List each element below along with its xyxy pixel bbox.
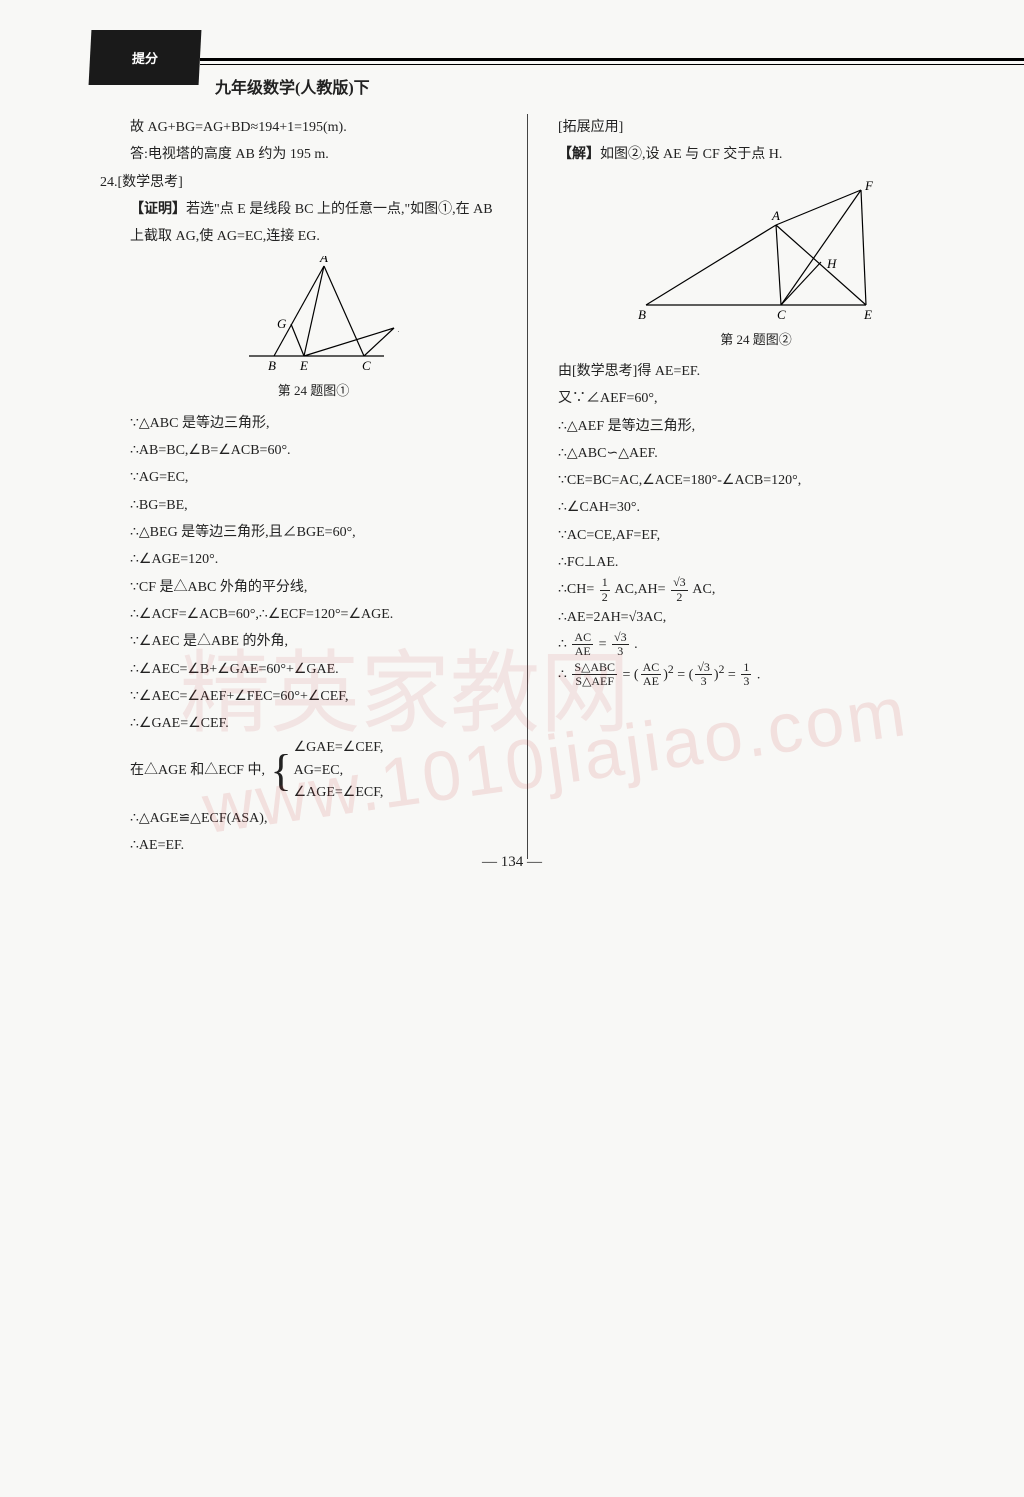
eq-part: = (728, 667, 739, 682)
figure-2-svg: A B C E F H (626, 175, 886, 325)
left-column: 故 AG+BG=AG+BD≈194+1=195(m). 答:电视塔的高度 AB … (100, 114, 527, 859)
text-line: 又∵∠AEF=60°, (558, 385, 954, 412)
fraction: ACAE (570, 631, 595, 658)
text-line: ∴AB=BC,∠B=∠ACB=60°. (130, 437, 497, 464)
header-title: 九年级数学(人教版)下 (215, 74, 370, 98)
eq-part: = (599, 637, 607, 652)
solution-label: 【解】 (558, 147, 600, 162)
text-line: 由[数学思考]得 AE=EF. (558, 358, 954, 385)
logo: 提分 (89, 30, 202, 85)
text-line: ∴∠CAH=30°. (558, 494, 954, 521)
eq-part: = (623, 667, 631, 682)
svg-text:C: C (362, 358, 371, 373)
text-line: ∵△ABC 是等边三角形, (130, 410, 497, 437)
text-line: ∵AG=EC, (130, 464, 497, 491)
svg-text:C: C (777, 307, 786, 322)
text-line: ∴∠ACF=∠ACB=60°,∴∠ECF=120°=∠AGE. (130, 601, 497, 628)
brace-line: ∠AGE=∠ECF, (294, 785, 384, 800)
fraction: 13 (739, 661, 753, 688)
header-rule-thick (200, 58, 1024, 61)
fraction: √33 (610, 631, 631, 658)
text-line: ∴△BEG 是等边三角形,且∠BGE=60°, (130, 519, 497, 546)
svg-text:F: F (864, 178, 874, 193)
eq-part: . (757, 667, 761, 682)
figure-2-caption: 第 24 题图② (558, 327, 954, 352)
text-line: ∴∠AGE=120°. (130, 546, 497, 573)
text-line: ∴△AEF 是等边三角形, (558, 413, 954, 440)
svg-text:E: E (863, 307, 872, 322)
header-rule-thin (200, 64, 1024, 65)
svg-text:H: H (826, 256, 837, 271)
text-line: ∴AE=2AH=√3AC, (558, 604, 954, 631)
solution-text: 如图②,设 AE 与 CF 交于点 H. (600, 147, 782, 162)
svg-text:E: E (299, 358, 308, 373)
brace-line: AG=EC, (294, 763, 344, 778)
solution-line: 【解】如图②,设 AE 与 CF 交于点 H. (558, 141, 954, 168)
eq-part: ∴CH= (558, 582, 594, 597)
proof-label: 【证明】 (130, 202, 186, 217)
text-line: ∴BG=BE, (130, 492, 497, 519)
svg-text:G: G (277, 316, 287, 331)
text-line: ∴∠GAE=∠CEF. (130, 710, 497, 737)
fraction: ACAE (639, 661, 664, 688)
fraction: S△ABCS△AEF (570, 661, 619, 688)
equation-line: ∴ ACAE = √33 . (558, 631, 954, 658)
eq-part: . (634, 637, 638, 652)
text-line: 答:电视塔的高度 AB 约为 195 m. (130, 141, 497, 168)
svg-text:F: F (397, 320, 399, 335)
figure-1-svg: A B E C F G (229, 256, 399, 376)
figure-2: A B C E F H (558, 175, 954, 325)
text-line: 故 AG+BG=AG+BD≈194+1=195(m). (130, 114, 497, 141)
page-number-value: 134 (501, 854, 524, 870)
text-line: ∴△ABC∽△AEF. (558, 440, 954, 467)
eq-part: ∴ (558, 637, 567, 652)
fraction: 12 (598, 576, 612, 603)
svg-text:A: A (319, 256, 328, 265)
text-line: ∵CF 是△ABC 外角的平分线, (130, 574, 497, 601)
eq-part: AC,AH= (615, 582, 666, 597)
section-tag: [拓展应用] (558, 114, 954, 141)
figure-1-caption: 第 24 题图① (130, 378, 497, 403)
svg-text:B: B (638, 307, 646, 322)
text-line: ∵AC=CE,AF=EF, (558, 522, 954, 549)
right-column: [拓展应用] 【解】如图②,设 AE 与 CF 交于点 H. A B C E F H 第 … (527, 114, 954, 859)
text-line: ∴∠AEC=∠B+∠GAE=60°+∠GAE. (130, 656, 497, 683)
eq-part: = (677, 667, 688, 682)
text-line: ∴△AGE≌△ECF(ASA), (130, 805, 497, 832)
text-line: ∵CE=BC=AC,∠ACE=180°-∠ACB=120°, (558, 467, 954, 494)
question-24-heading: 24.[数学思考] (100, 169, 497, 196)
eq-part: AC, (692, 582, 715, 597)
page-header: 提分 九年级数学(人教版)下 (100, 40, 954, 100)
content-columns: 故 AG+BG=AG+BD≈194+1=195(m). 答:电视塔的高度 AB … (100, 114, 954, 859)
equation-line: ∴CH= 12 AC,AH= √32 AC, (558, 576, 954, 603)
fraction: √32 (669, 576, 690, 603)
brace-line: ∠GAE=∠CEF, (294, 740, 384, 755)
text-line: ∵∠AEC=∠AEF+∠FEC=60°+∠CEF, (130, 683, 497, 710)
svg-text:A: A (771, 208, 780, 223)
svg-text:B: B (268, 358, 276, 373)
congruence-condition: 在△AGE 和△ECF 中, { ∠GAE=∠CEF, AG=EC, ∠AGE=… (130, 737, 497, 804)
fraction: √33 (693, 661, 714, 688)
left-brace-icon: { (268, 749, 293, 793)
equation-line: ∴ S△ABCS△AEF = (ACAE)2 = (√33)2 = 13 . (558, 659, 954, 689)
figure-1: A B E C F G (130, 256, 497, 376)
proof-line: 【证明】若选"点 E 是线段 BC 上的任意一点,"如图①,在 AB 上截取 A… (130, 196, 497, 251)
question-tag: [数学思考] (118, 175, 183, 190)
question-number: 24. (100, 175, 118, 190)
page-number: — 134 — (0, 854, 1024, 871)
text-prefix: 在△AGE 和△ECF 中, (130, 763, 265, 778)
text-line: ∵∠AEC 是△ABE 的外角, (130, 628, 497, 655)
text-line: ∴FC⊥AE. (558, 549, 954, 576)
eq-part: ∴ (558, 667, 567, 682)
